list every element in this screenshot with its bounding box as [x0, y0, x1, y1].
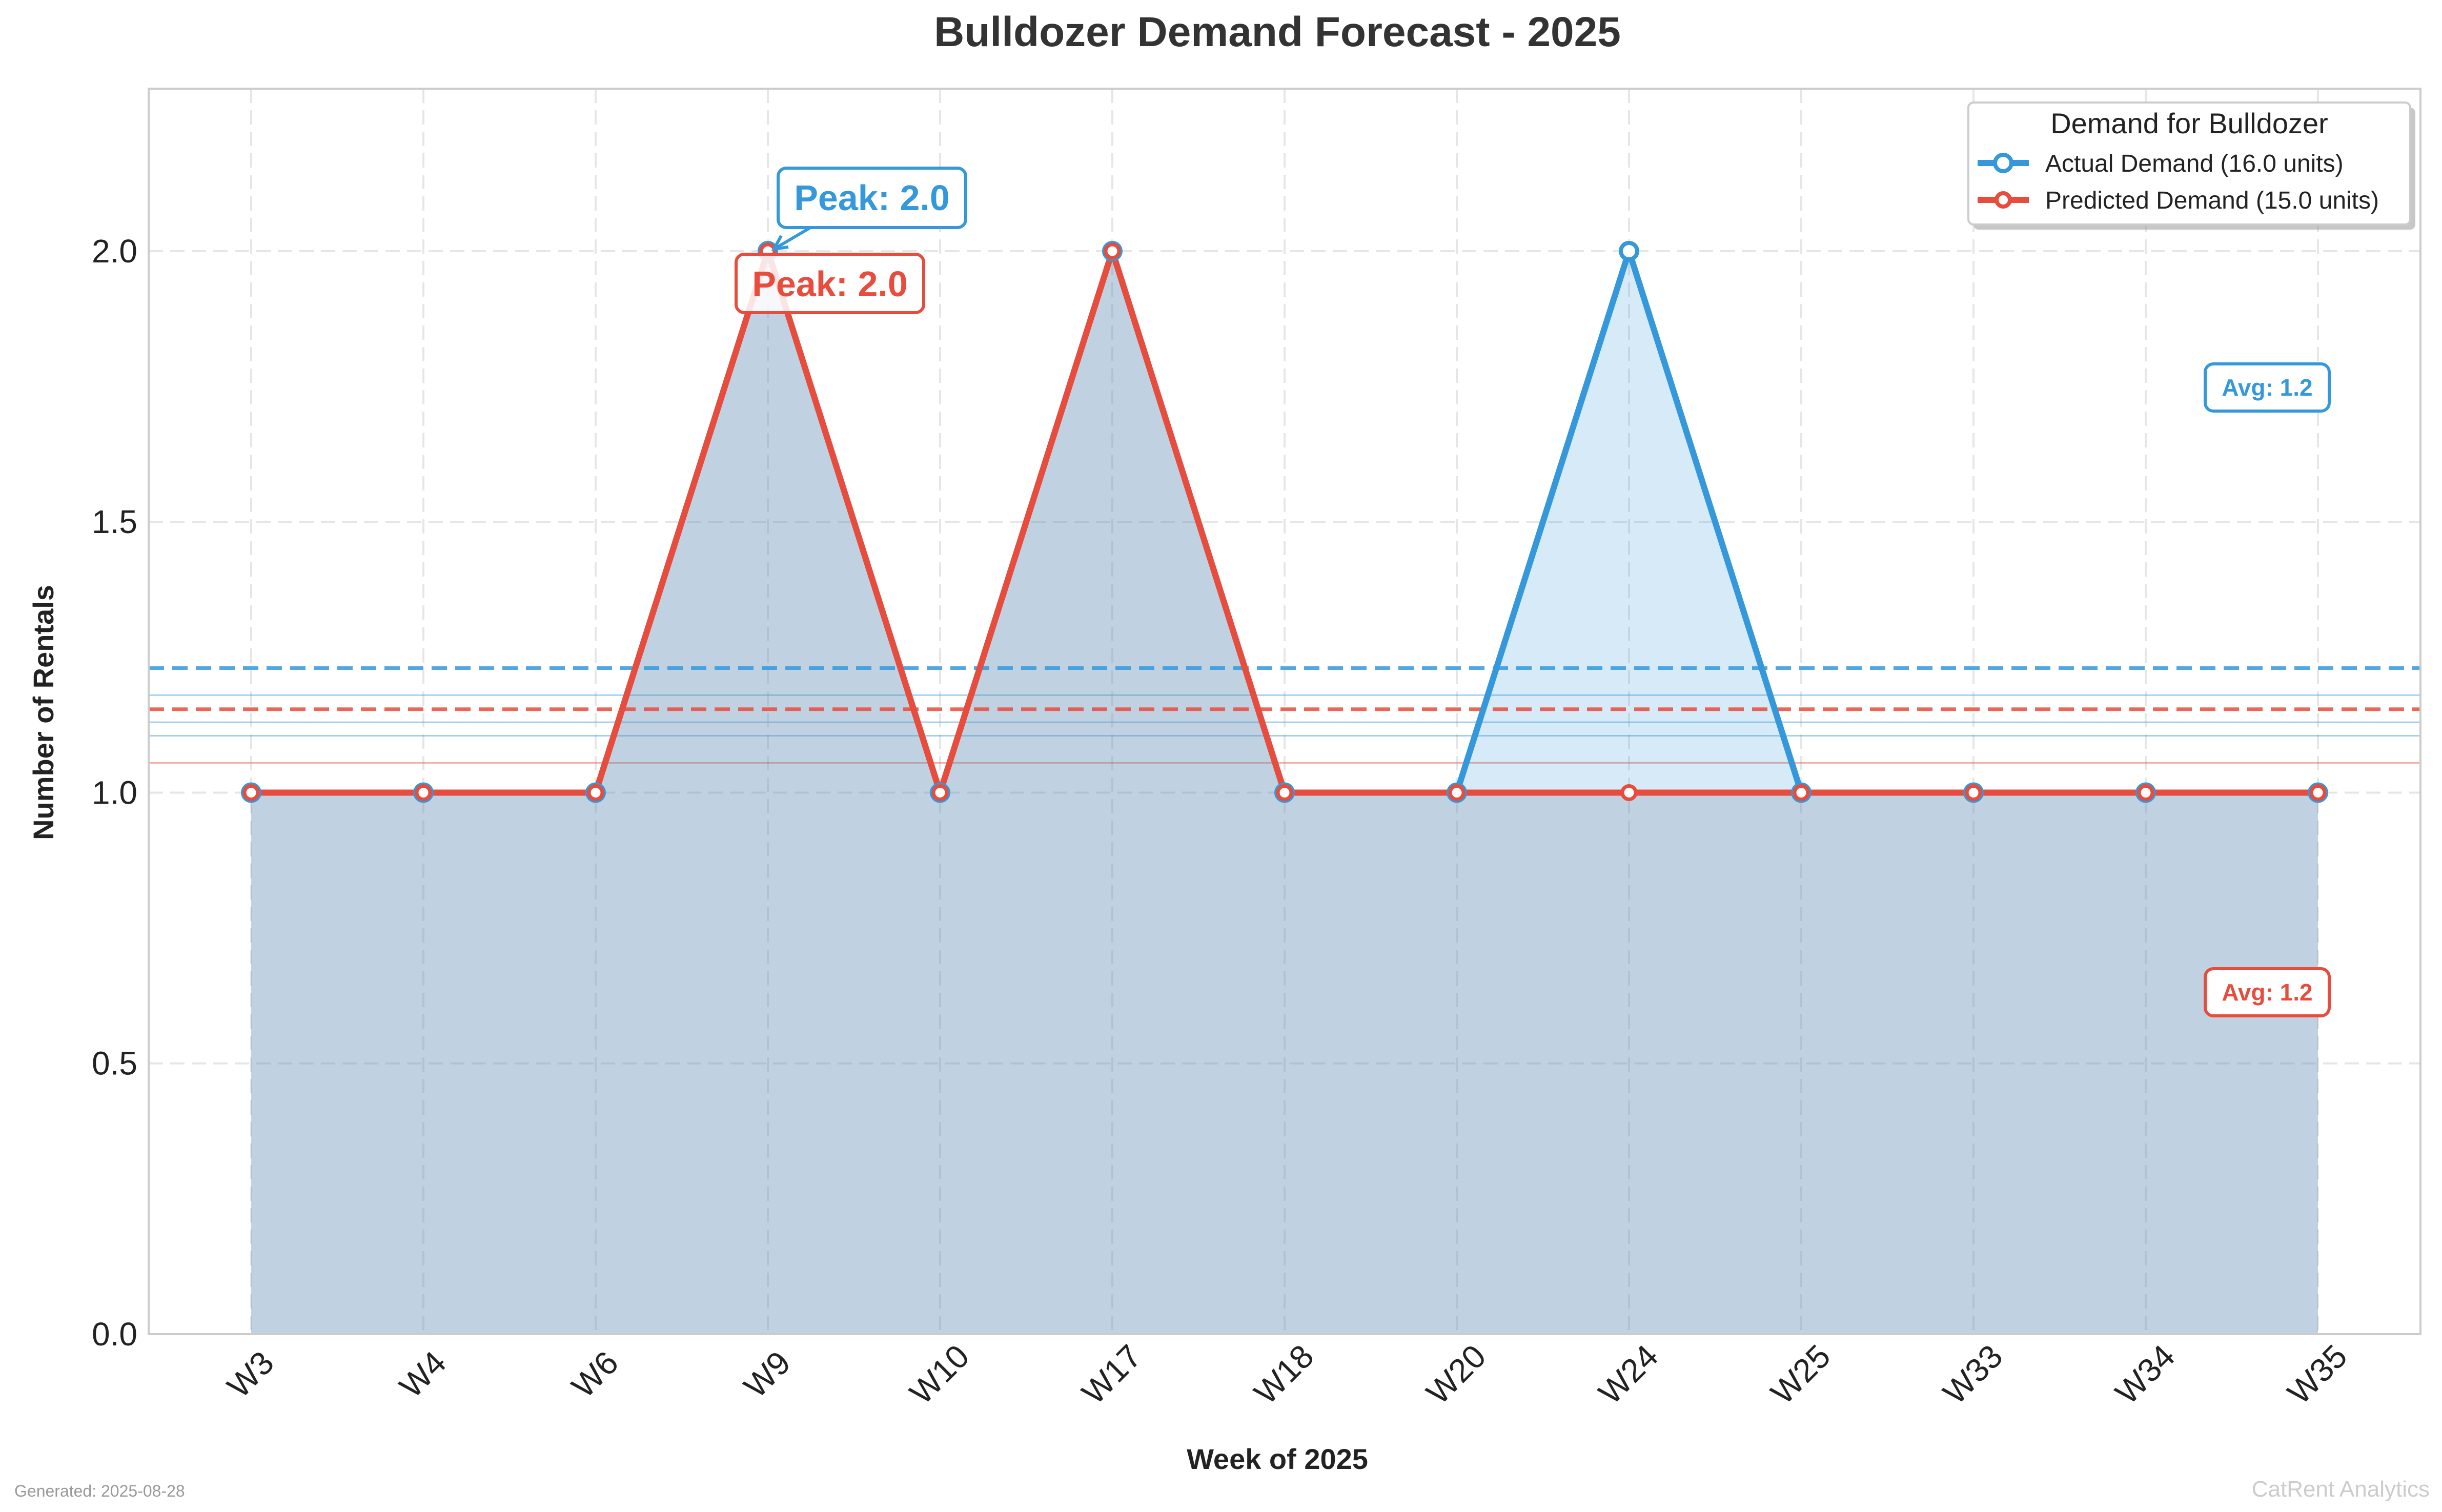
y-tick-label: 0.5	[92, 1045, 137, 1082]
chart-title: Bulldozer Demand Forecast - 2025	[934, 9, 1621, 55]
legend-box	[1967, 101, 2411, 226]
data-point	[415, 784, 432, 801]
x-axis-label: Week of 2025	[1187, 1443, 1368, 1475]
legend-swatch-marker	[1995, 191, 2012, 209]
data-point	[2137, 784, 2154, 801]
peak-box-predicted	[735, 252, 925, 314]
data-point	[1276, 784, 1293, 801]
peak-label-predicted: Peak: 2.0	[752, 264, 908, 304]
data-point	[587, 784, 604, 801]
legend-entry: Predicted Demand (15.0 units)	[2045, 187, 2379, 214]
data-point	[1965, 784, 1982, 801]
data-point	[1448, 784, 1466, 801]
legend: Demand for Bulldozer Actual Demand (16.0 …	[1967, 101, 2415, 230]
data-point	[1619, 240, 1639, 261]
data-point	[931, 784, 949, 801]
y-tick-label: 2.0	[92, 233, 137, 270]
legend-entry: Actual Demand (16.0 units)	[2045, 150, 2344, 177]
y-tick-label: 0.0	[92, 1316, 137, 1353]
data-point	[1793, 784, 1810, 801]
series-points	[241, 240, 2328, 803]
footer-generated: Generated: 2025-08-28	[14, 1482, 185, 1500]
y-tick-label: 1.0	[92, 774, 137, 811]
annotations: Peak: 2.0 Peak: 2.0 Avg: 1.2 Avg: 1.2	[735, 166, 2331, 1017]
legend-swatch-marker	[1993, 153, 2013, 173]
peak-box-actual	[777, 166, 967, 229]
peak-label-actual: Peak: 2.0	[794, 178, 950, 218]
average-lines	[149, 666, 2420, 711]
avg-box	[2204, 362, 2331, 413]
band-lines	[149, 694, 2420, 764]
y-axis-label: Number of Rentals	[27, 585, 59, 840]
data-point	[1104, 242, 1121, 260]
data-point	[1620, 784, 1638, 801]
plot-frame	[148, 88, 2421, 1335]
peak-arrow-head	[771, 235, 789, 251]
peak-arrow	[773, 224, 815, 251]
avg-box	[2204, 967, 2331, 1017]
data-point	[242, 784, 260, 801]
y-tick-label: 1.5	[92, 503, 137, 540]
footer-brand: CatRent Analytics	[2252, 1477, 2430, 1502]
legend-title: Demand for Bulldozer	[2050, 107, 2328, 139]
avg-label: Avg: 1.2	[2222, 979, 2312, 1006]
data-point	[2309, 784, 2327, 801]
avg-label: Avg: 1.2	[2222, 374, 2312, 401]
